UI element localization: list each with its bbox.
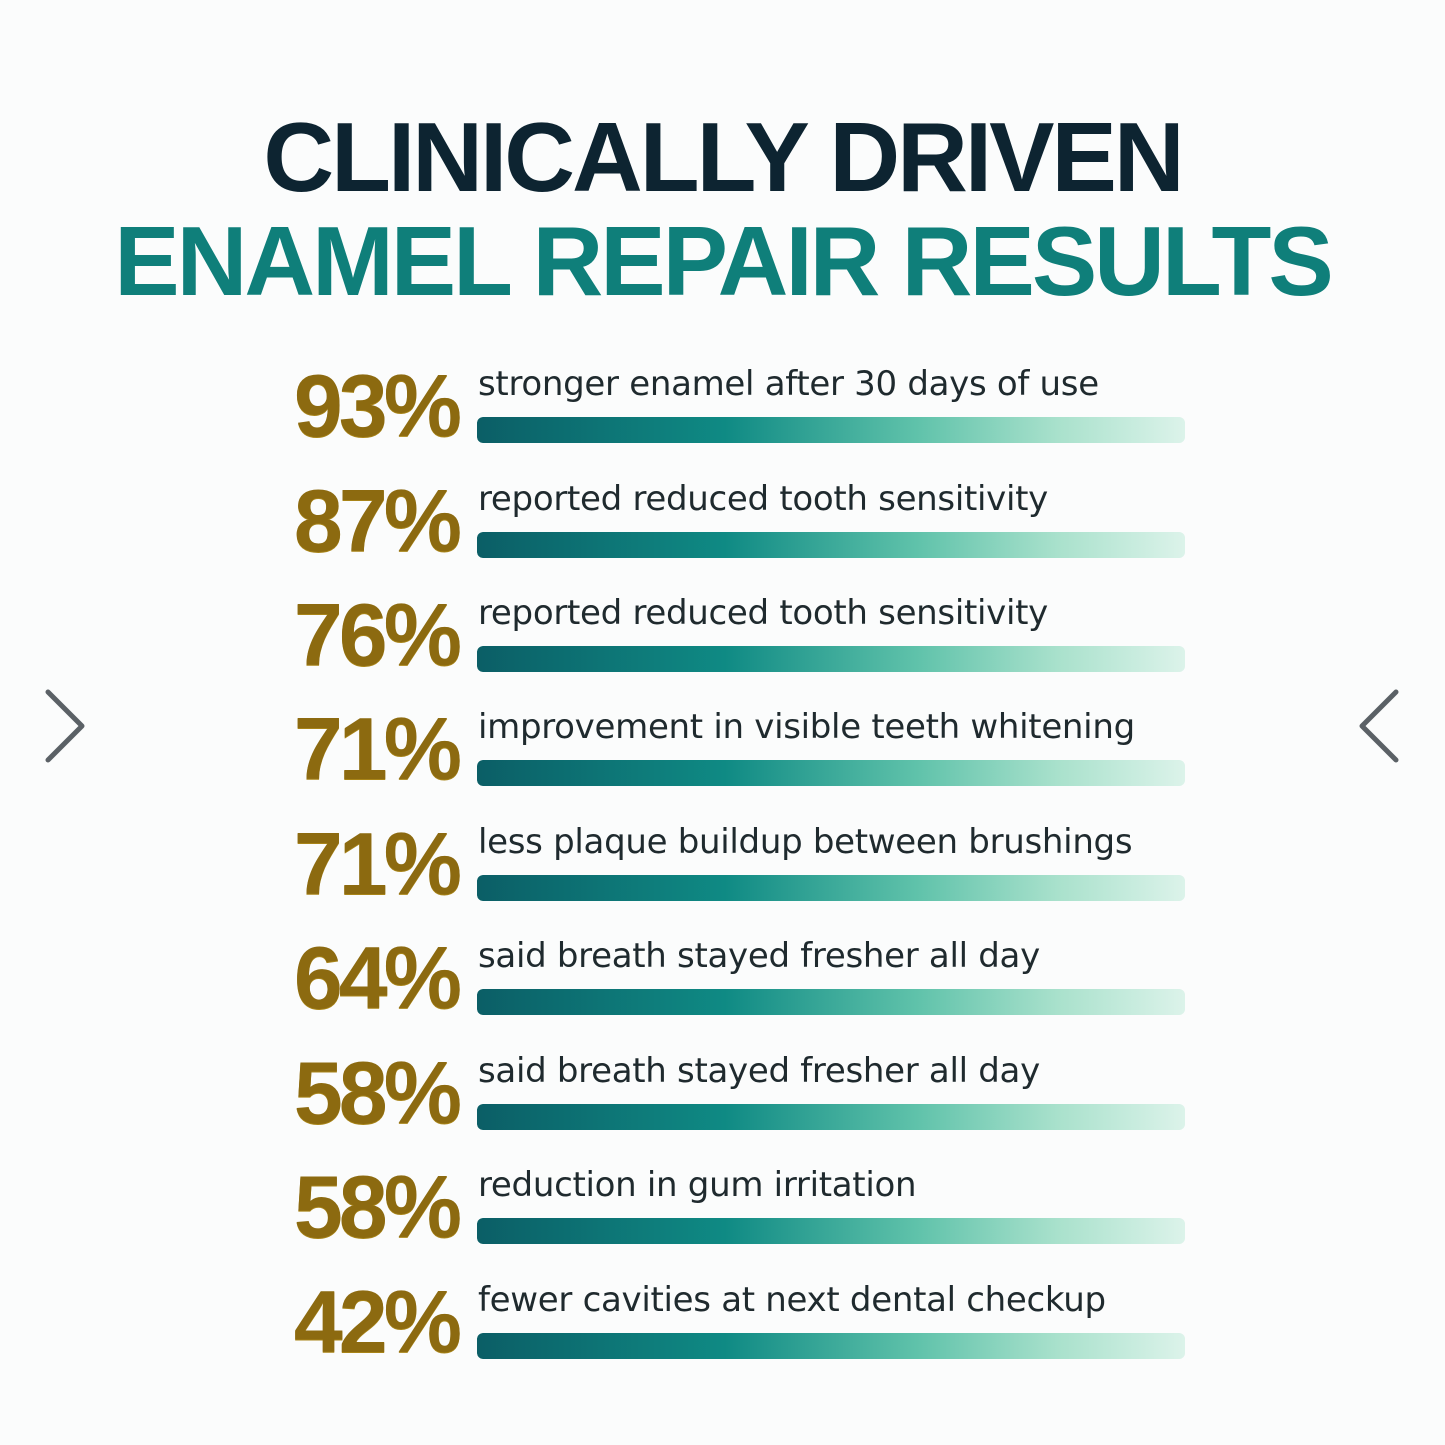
stat-row: 71% improvement in visible teeth whiteni… xyxy=(0,703,1445,813)
stat-row: 58% reduction in gum irritation xyxy=(0,1161,1445,1271)
stat-percent: 71% xyxy=(293,814,462,913)
stat-bar-fill xyxy=(477,1333,1185,1359)
stat-label: stronger enamel after 30 days of use xyxy=(478,364,1099,404)
stat-bar xyxy=(477,646,1185,672)
stat-label: reported reduced tooth sensitivity xyxy=(478,479,1048,519)
stat-label: fewer cavities at next dental checkup xyxy=(478,1280,1106,1320)
stat-bar-fill xyxy=(477,1218,1185,1244)
stat-bar xyxy=(477,1333,1185,1359)
stat-row: 93% stronger enamel after 30 days of use xyxy=(0,360,1445,470)
stat-bar xyxy=(477,875,1185,901)
stat-bar-fill xyxy=(477,760,1185,786)
stat-percent: 87% xyxy=(293,471,462,570)
stat-percent: 93% xyxy=(293,356,462,455)
chevron-right-icon xyxy=(45,689,85,763)
stat-percent: 58% xyxy=(293,1157,462,1256)
stat-row: 87% reported reduced tooth sensitivity xyxy=(0,475,1445,585)
stat-bar xyxy=(477,1104,1185,1130)
carousel-next-button[interactable] xyxy=(1356,688,1404,764)
stat-bar-fill xyxy=(477,1104,1185,1130)
stat-percent: 42% xyxy=(293,1272,462,1371)
stat-label: reduction in gum irritation xyxy=(478,1165,917,1205)
stat-percent: 76% xyxy=(293,585,462,684)
chevron-left-icon xyxy=(1359,689,1399,763)
stat-row: 58% said breath stayed fresher all day xyxy=(0,1047,1445,1157)
stat-label: less plaque buildup between brushings xyxy=(478,822,1133,862)
stat-percent: 58% xyxy=(293,1043,462,1142)
stat-bar-fill xyxy=(477,875,1185,901)
stat-percent: 64% xyxy=(293,928,462,1027)
stat-bar xyxy=(477,1218,1185,1244)
title-line-2: ENAMEL REPAIR RESULTS xyxy=(114,206,1334,316)
stat-bar-fill xyxy=(477,989,1185,1015)
stat-row: 42% fewer cavities at next dental checku… xyxy=(0,1276,1445,1386)
title-line-1: CLINICALLY DRIVEN xyxy=(263,102,1184,212)
stat-bar-fill xyxy=(477,532,1185,558)
carousel-prev-button[interactable] xyxy=(40,688,88,764)
stat-label: said breath stayed fresher all day xyxy=(478,1051,1040,1091)
stat-row: 64% said breath stayed fresher all day xyxy=(0,932,1445,1042)
stat-row: 76% reported reduced tooth sensitivity xyxy=(0,589,1445,699)
stat-bar xyxy=(477,417,1185,443)
stat-bar-fill xyxy=(477,646,1185,672)
stat-label: said breath stayed fresher all day xyxy=(478,936,1040,976)
stat-percent: 71% xyxy=(293,699,462,798)
stat-row: 71% less plaque buildup between brushing… xyxy=(0,818,1445,928)
stat-bar xyxy=(477,760,1185,786)
stat-bar xyxy=(477,989,1185,1015)
stat-bar xyxy=(477,532,1185,558)
stat-label: improvement in visible teeth whitening xyxy=(478,707,1135,747)
stat-bar-fill xyxy=(477,417,1185,443)
stat-label: reported reduced tooth sensitivity xyxy=(478,593,1048,633)
